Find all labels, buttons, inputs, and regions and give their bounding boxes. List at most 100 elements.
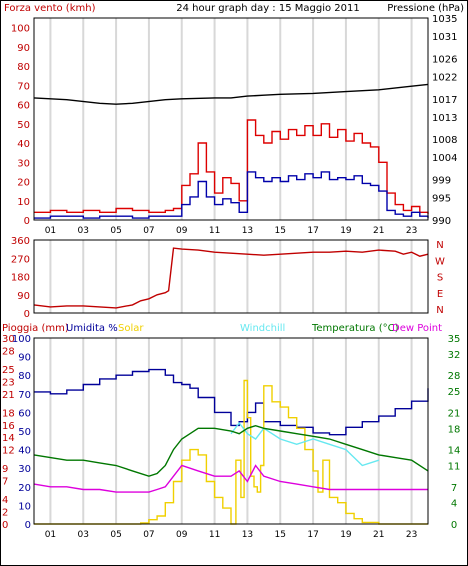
x-tick-label: 23 [406, 530, 417, 540]
compass-label: W [435, 256, 445, 267]
y2-tick-label: 1008 [432, 135, 457, 146]
x-tick-label: 11 [209, 530, 220, 540]
x-tick-label: 17 [307, 530, 318, 540]
x-tick-label: 03 [78, 226, 89, 236]
temp-tick-label: 14 [448, 446, 461, 457]
rain-humidity-y-ticks: 0247912141618212325283001020304050607080… [2, 334, 31, 531]
y2-tick-label: 1013 [432, 113, 457, 124]
direction-plot-frame [33, 239, 429, 314]
chart-title: 24 hour graph day : 15 Maggio 2011 [176, 3, 359, 14]
y-tick-label: 10 [17, 197, 30, 208]
x-tick-label: 01 [45, 530, 56, 540]
y-tick-label: 0 [24, 309, 30, 320]
y-tick-label: 0 [24, 216, 30, 227]
pressure-y-ticks: 990 995 999 1004 1008 1013 1017 1022 1026 1031 103… [432, 14, 457, 227]
direction-y-ticks: 0 90 180 270 360 [11, 236, 30, 320]
series-line-solar [34, 379, 428, 525]
rain-tick-label: 2 [2, 508, 8, 519]
humidity-tick-label: 100 [12, 334, 31, 345]
legend-item: Solar [118, 323, 144, 334]
series-line-dewpoint [33, 464, 428, 493]
y-tick-label: 270 [11, 254, 30, 265]
x-tick-label: 15 [275, 226, 286, 236]
temp-tick-label: 35 [448, 334, 461, 345]
y2-tick-label: 1035 [432, 14, 457, 25]
humidity-tick-label: 0 [25, 520, 31, 531]
pressure-axis-label: Pressione (hPa) [387, 3, 464, 14]
y-tick-label: 40 [17, 139, 30, 150]
x-tick-label: 07 [143, 530, 154, 540]
y-tick-label: 30 [17, 158, 30, 169]
direction-line [33, 247, 429, 309]
y-tick-label: 20 [17, 178, 30, 189]
compass-label: N [436, 305, 443, 316]
y2-tick-label: 995 [432, 194, 451, 205]
humidity-tick-label: 70 [18, 390, 31, 401]
temp-tick-label: 28 [448, 371, 461, 382]
temp-tick-label: 11 [448, 462, 461, 473]
rain-tick-label: 14 [2, 433, 15, 444]
series-line-pressure [33, 83, 429, 105]
x-tick-label: 13 [242, 226, 253, 236]
rain-temp-plot-frame [33, 337, 429, 525]
rain-tick-label: 7 [2, 477, 8, 488]
y-tick-label: 100 [11, 24, 30, 35]
rain-tick-label: 30 [2, 334, 15, 345]
x-tick-label: 05 [110, 530, 121, 540]
x-tick-label: 23 [406, 226, 417, 236]
rain-temp-legend: Pioggia (mm)Umidita % Solar Windchill Tempe… [2, 323, 442, 334]
rain-temp-series [33, 368, 429, 525]
y-tick-label: 360 [11, 236, 30, 247]
x-tick-label: 15 [275, 530, 286, 540]
y-tick-label: 60 [17, 101, 30, 112]
wind-grid [49, 18, 413, 220]
x-tick-label: 05 [110, 226, 121, 236]
x-tick-label: 17 [307, 226, 318, 236]
y-tick-label: 90 [17, 43, 30, 54]
legend-item: Temperatura (°C) [311, 323, 399, 334]
humidity-tick-label: 80 [18, 371, 31, 382]
x-tick-label: 09 [176, 226, 188, 236]
temp-tick-label: 32 [448, 350, 461, 361]
x-tick-label: 13 [242, 530, 253, 540]
y-tick-label: 90 [17, 291, 30, 302]
compass-label: E [437, 289, 443, 300]
series-line-wind_avg [34, 171, 429, 219]
temp-tick-label: 0 [451, 520, 457, 531]
y-tick-label: 80 [17, 62, 30, 73]
rain-tick-label: 16 [2, 421, 15, 432]
rain-tick-label: 0 [2, 520, 8, 531]
temperature-y-ticks: 0 4 7 11 14 18 21 25 28 32 35 [448, 334, 461, 531]
x-tick-label: 09 [176, 530, 188, 540]
rain-tick-label: 28 [2, 346, 15, 357]
legend-item: Pioggia (mm) [2, 323, 69, 334]
legend-item: Dew Point [392, 323, 442, 334]
rain-tick-label: 12 [2, 446, 15, 457]
legend-item: Windchill [240, 323, 285, 334]
temp-tick-label: 25 [448, 387, 461, 398]
rain-tick-label: 25 [2, 365, 15, 376]
humidity-tick-label: 20 [18, 483, 31, 494]
x-tick-label: 11 [209, 226, 220, 236]
humidity-tick-label: 30 [18, 464, 31, 475]
humidity-tick-label: 90 [18, 353, 31, 364]
humidity-tick-label: 60 [18, 408, 31, 419]
compass-label: S [437, 273, 443, 284]
x-tick-label: 07 [143, 226, 154, 236]
y2-tick-label: 1017 [432, 95, 457, 106]
x-tick-label: 21 [373, 530, 384, 540]
wind-x-ticks: 01 03 05 07 09 11 13 15 17 19 21 23 [45, 226, 418, 236]
y2-tick-label: 999 [432, 176, 451, 187]
rain-tick-label: 4 [2, 495, 8, 506]
y2-tick-label: 1022 [432, 72, 457, 83]
rain-tick-label: 18 [2, 408, 15, 419]
y2-tick-label: 1004 [432, 153, 457, 164]
rain-tick-label: 23 [2, 377, 15, 388]
series-line-wind_gust [34, 119, 429, 215]
wind-plot-frame [33, 17, 429, 221]
y-tick-label: 70 [17, 81, 30, 92]
